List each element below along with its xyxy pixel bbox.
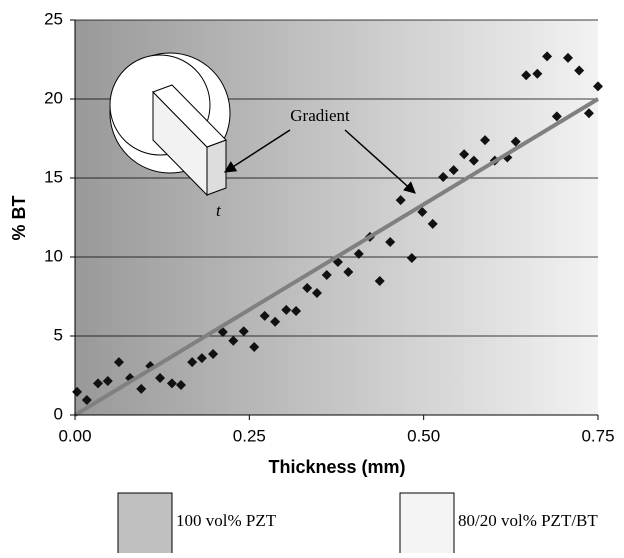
x-tick-label: 0.75 xyxy=(581,426,614,445)
data-point xyxy=(417,206,428,217)
data-point xyxy=(406,252,417,263)
data-point xyxy=(448,165,459,176)
data-point xyxy=(238,326,249,337)
data-point xyxy=(583,108,594,119)
data-point xyxy=(166,378,177,389)
legend-swatch xyxy=(399,492,455,556)
legend-swatch xyxy=(117,492,173,556)
data-point xyxy=(427,218,438,229)
data-point xyxy=(551,111,562,122)
data-point xyxy=(521,70,532,81)
data-point xyxy=(510,136,521,147)
data-point xyxy=(302,282,313,293)
data-point xyxy=(459,149,470,160)
annotation: Gradient xyxy=(290,106,350,125)
data-point xyxy=(353,248,364,259)
data-point xyxy=(270,316,281,327)
data-point xyxy=(155,373,166,384)
data-point xyxy=(81,394,92,405)
x-tick-label: 0.00 xyxy=(58,426,91,445)
data-point xyxy=(136,383,147,394)
x-axis-label: Thickness (mm) xyxy=(268,457,405,477)
data-point xyxy=(395,195,406,206)
data-point xyxy=(281,304,292,315)
data-point xyxy=(480,135,491,146)
data-point xyxy=(291,306,302,317)
y-tick-label: 25 xyxy=(44,9,63,28)
data-point xyxy=(321,270,332,281)
data-point xyxy=(113,357,124,368)
data-point xyxy=(249,342,260,353)
legend-label: 80/20 vol% PZT/BT xyxy=(458,511,598,530)
y-tick-label: 15 xyxy=(44,167,63,186)
data-point xyxy=(574,65,585,76)
y-tick-label: 0 xyxy=(54,404,63,423)
inset-illustration: t Gradient xyxy=(109,52,416,220)
data-point xyxy=(208,349,219,360)
data-point xyxy=(343,267,354,278)
data-point xyxy=(102,376,113,387)
data-point xyxy=(175,379,186,390)
x-tick-label: 0.50 xyxy=(407,426,440,445)
data-point xyxy=(228,335,239,346)
annotation: t xyxy=(216,201,222,220)
data-point xyxy=(593,81,603,92)
fit-line xyxy=(73,97,600,417)
data-point xyxy=(468,155,479,166)
data-point xyxy=(438,172,449,183)
data-point xyxy=(93,378,104,389)
data-point xyxy=(217,327,228,338)
data-point xyxy=(374,276,385,287)
y-tick-label: 20 xyxy=(44,88,63,107)
data-point xyxy=(542,51,553,62)
data-point xyxy=(385,236,396,247)
data-point xyxy=(187,357,198,368)
legend-label: 100 vol% PZT xyxy=(176,511,277,530)
data-point xyxy=(563,52,574,63)
data-point xyxy=(259,310,270,321)
y-tick-label: 10 xyxy=(44,246,63,265)
y-tick-label: 5 xyxy=(54,325,63,344)
data-point xyxy=(532,68,543,79)
data-point xyxy=(311,288,322,299)
y-axis-label: % BT xyxy=(9,195,29,240)
data-point xyxy=(196,353,207,364)
x-tick-label: 0.25 xyxy=(233,426,266,445)
